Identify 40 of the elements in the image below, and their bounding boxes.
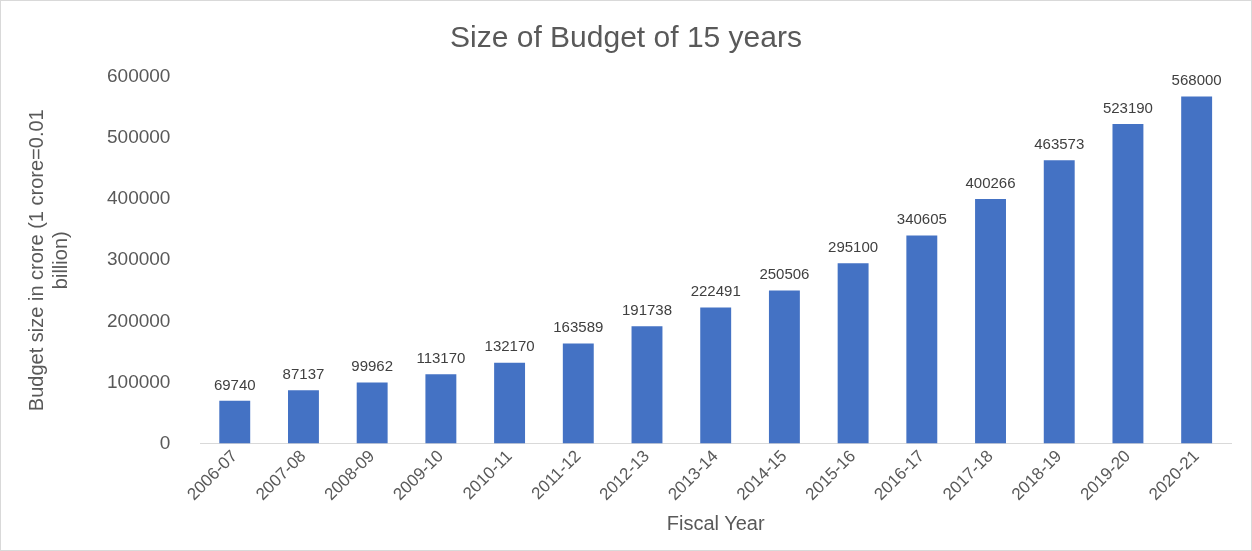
y-tick-label: 0 (159, 431, 171, 453)
bar (356, 382, 388, 444)
data-label: 250506 (759, 265, 810, 283)
data-label: 191738 (621, 300, 673, 318)
bar (1181, 96, 1213, 444)
bar (562, 343, 594, 444)
chart-title: Size of Budget of 15 years (450, 20, 802, 54)
data-label: 523190 (1102, 98, 1153, 116)
bar (837, 263, 869, 444)
bar (219, 400, 251, 444)
data-label: 295100 (828, 237, 879, 255)
y-tick-label: 500000 (107, 126, 171, 148)
data-label: 400266 (965, 173, 1016, 191)
bar (631, 326, 663, 444)
bar (768, 290, 800, 444)
x-axis-title: Fiscal Year (666, 511, 765, 534)
data-label: 163589 (553, 318, 604, 336)
bar (700, 307, 732, 444)
data-label: 132170 (484, 337, 535, 355)
y-tick-label: 100000 (107, 370, 171, 392)
data-label: 222491 (690, 282, 741, 300)
bar (906, 235, 938, 444)
data-label: 87137 (282, 364, 325, 382)
data-label: 99962 (351, 357, 394, 375)
data-label: 463573 (1034, 134, 1085, 152)
bar (288, 390, 319, 444)
bar (1112, 123, 1144, 444)
y-axis-title: Budget size in crore (1 crore=0.01 billion) (24, 109, 71, 412)
data-label: 340605 (896, 210, 947, 228)
y-tick-label: 600000 (107, 65, 171, 87)
data-label: 69740 (213, 375, 256, 393)
data-label: 113170 (416, 348, 466, 366)
y-tick-label: 400000 (107, 187, 171, 209)
y-tick-label: 200000 (107, 309, 171, 331)
bar (494, 362, 526, 444)
bar (1043, 160, 1075, 444)
y-tick-label: 300000 (107, 248, 171, 270)
data-label: 568000 (1171, 71, 1222, 89)
bar (425, 374, 457, 444)
bar (975, 198, 1006, 444)
